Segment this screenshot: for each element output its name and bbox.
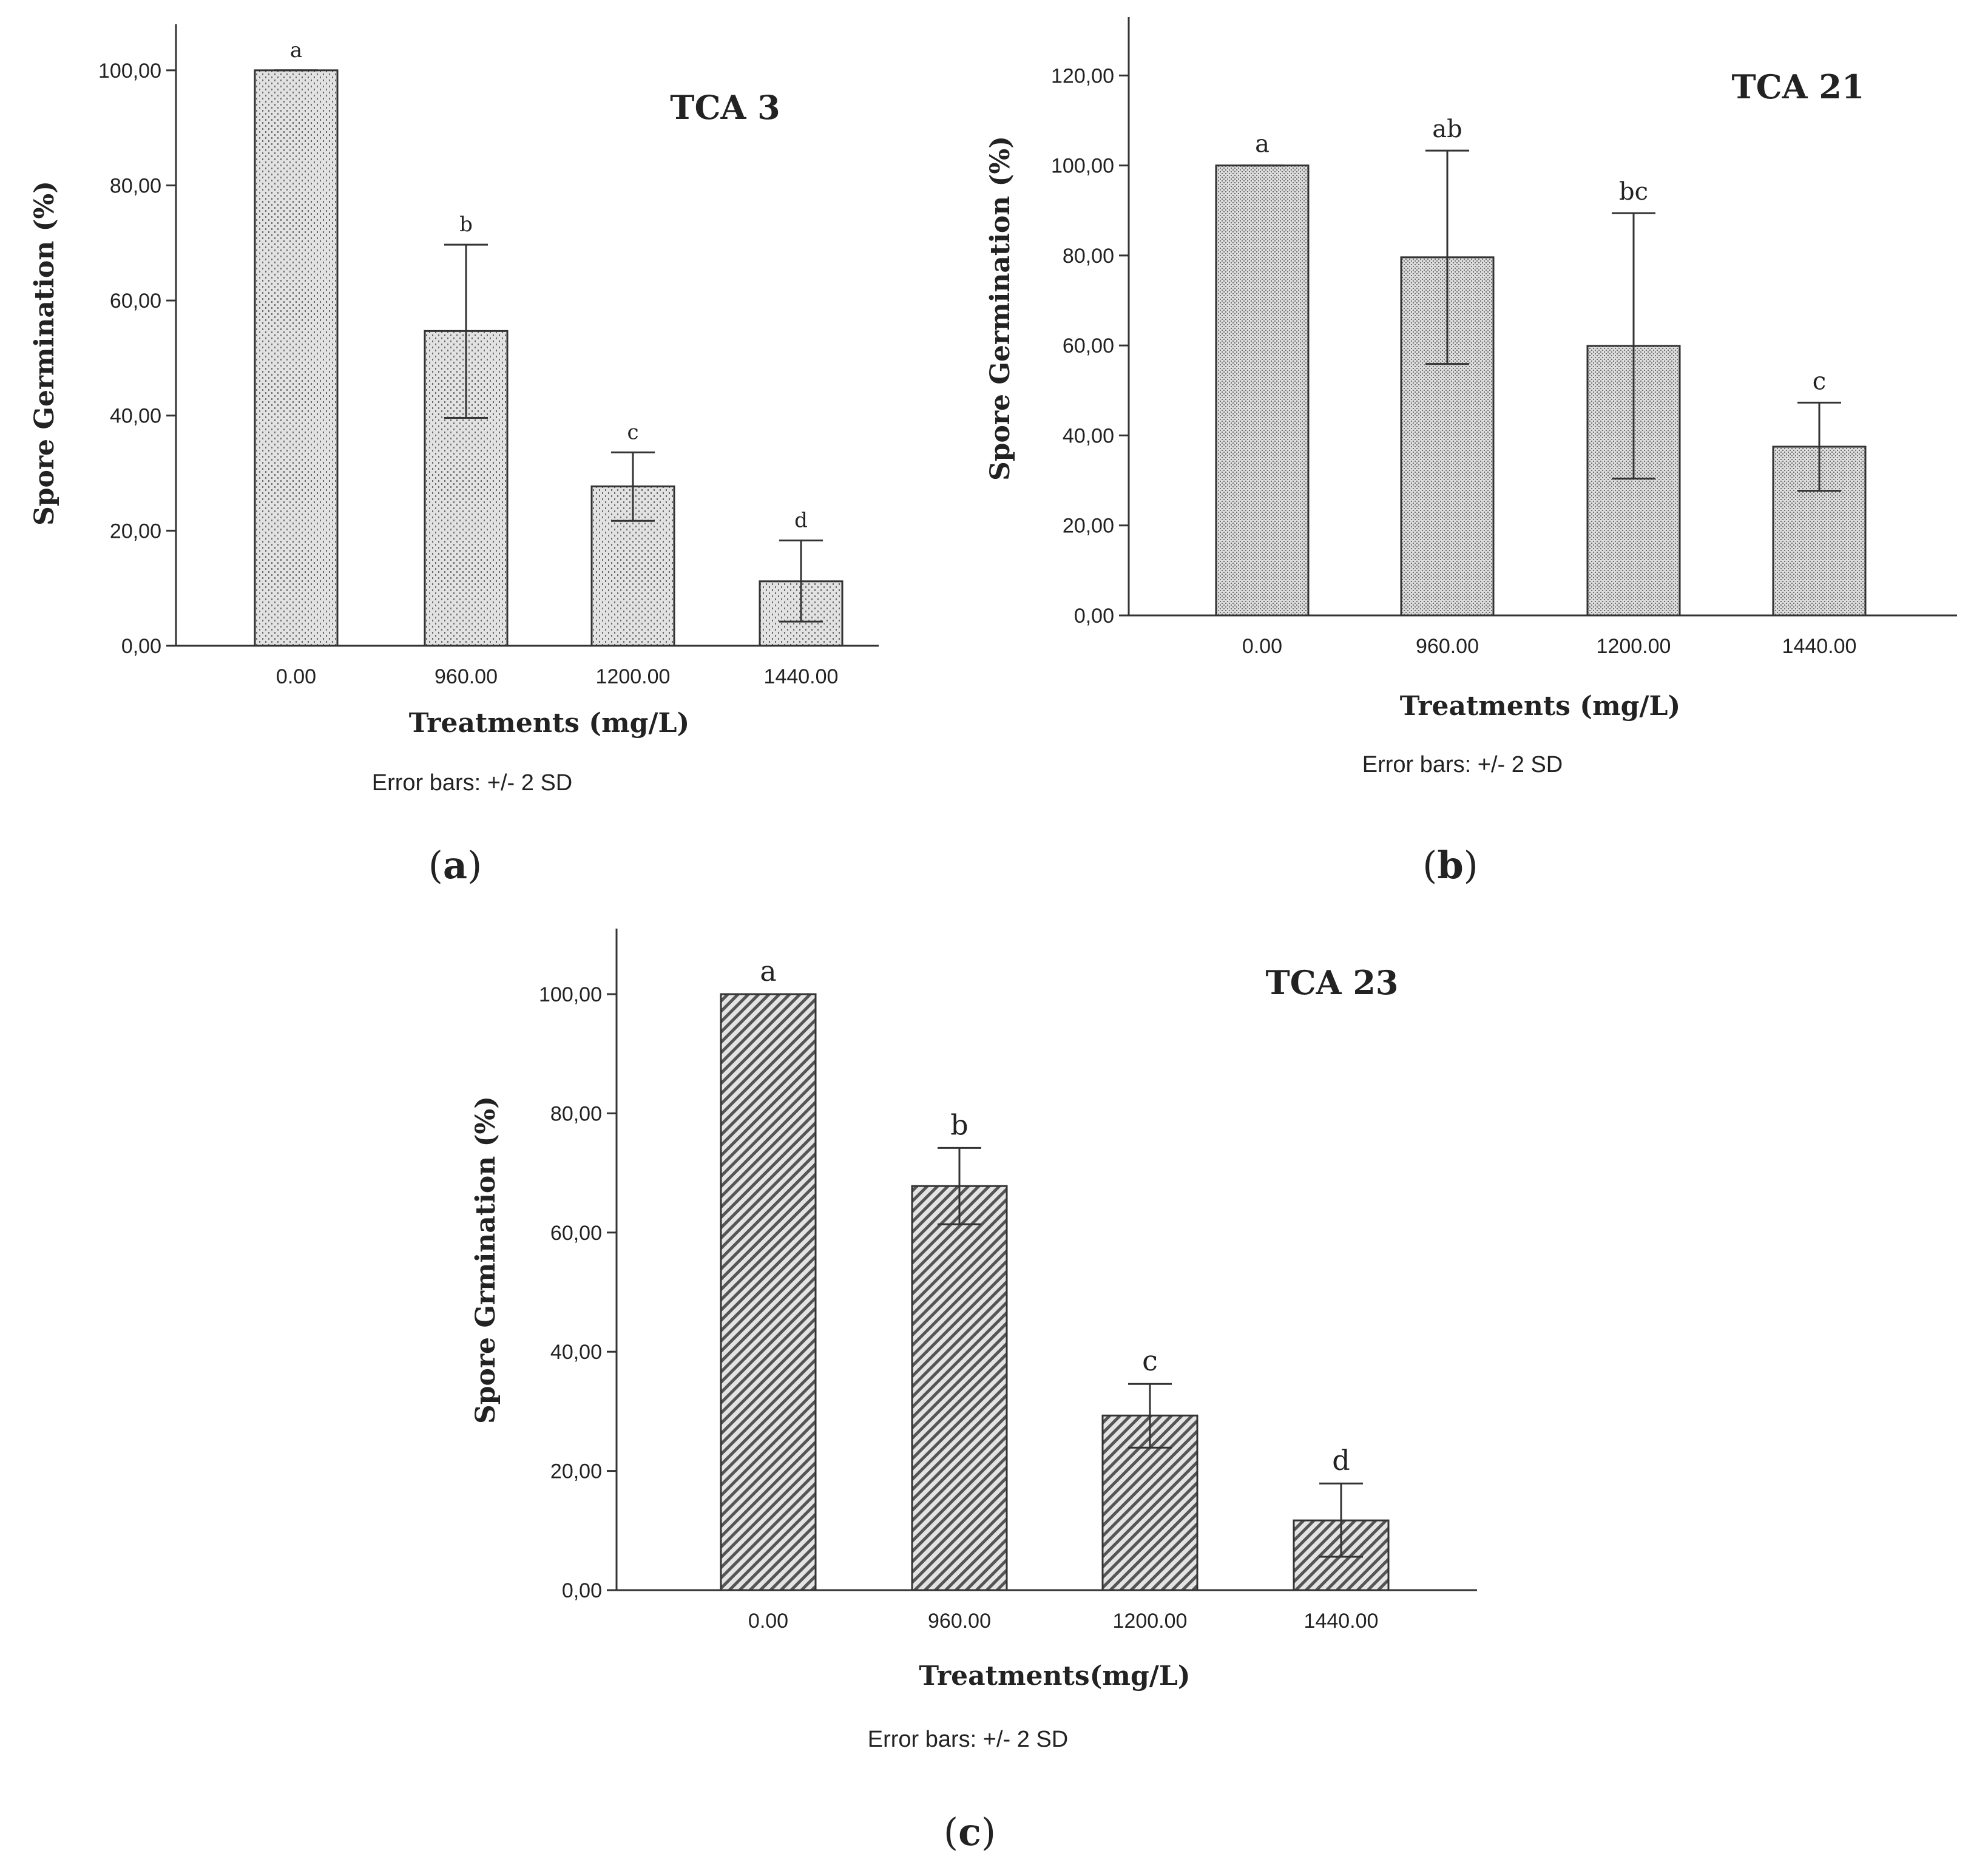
significance-letter: a [1255, 130, 1269, 158]
x-tick-label: 960.00 [928, 1610, 991, 1633]
chart-panel-a: TCA 3 Spore Germination (%) Treatments (… [29, 24, 879, 887]
significance-letter: d [794, 508, 808, 532]
y-tick-label: 40,00 [550, 1341, 602, 1364]
y-tick-label: 40,00 [110, 405, 161, 428]
y-tick-label: 20,00 [1063, 515, 1114, 538]
x-tick-label: 0.00 [276, 665, 316, 688]
x-tick-label: 0.00 [748, 1610, 788, 1633]
y-axis-label: Spore Germination (%) [985, 136, 1016, 481]
y-tick-label: 60,00 [550, 1222, 602, 1245]
x-tick-label: 1200.00 [596, 665, 671, 688]
chart-title: TCA 21 [1731, 67, 1864, 106]
significance-letter: b [950, 1108, 968, 1141]
y-tick-label: 100,00 [539, 983, 602, 1006]
significance-letter: c [627, 420, 638, 444]
x-tick-label: 1440.00 [1782, 635, 1857, 658]
x-axis-label: Treatments (mg/L) [1400, 691, 1680, 722]
error-bars-note: Error bars: +/- 2 SD [1362, 752, 1563, 777]
x-tick-label: 1440.00 [1304, 1610, 1379, 1633]
panel-letter: b [1437, 843, 1463, 887]
significance-letter: a [290, 38, 302, 63]
significance-letter: c [1142, 1344, 1158, 1377]
error-bars-note: Error bars: +/- 2 SD [868, 1727, 1068, 1752]
chart-title: TCA 3 [670, 88, 780, 127]
y-tick-label: 20,00 [110, 520, 161, 543]
significance-letter: ab [1432, 115, 1462, 143]
panel-letter: a [443, 843, 467, 887]
significance-letter: c [1813, 367, 1826, 395]
chart-panel-b: TCA 21 Spore Germination (%) Treatments … [985, 17, 1957, 887]
significance-letter: a [760, 955, 776, 987]
x-tick-label: 960.00 [434, 665, 498, 688]
x-tick-label: 0.00 [1242, 635, 1282, 658]
y-tick-label: 80,00 [550, 1102, 602, 1125]
y-tick-label: 80,00 [110, 174, 161, 197]
chart-panel-c: TCA 23 Spore Grmination (%) Treatments(m… [470, 929, 1477, 1854]
chart-title: TCA 23 [1265, 963, 1398, 1002]
y-axis-label: Spore Germination (%) [29, 181, 60, 526]
x-tick-label: 1200.00 [1597, 635, 1671, 658]
x-axis-label: Treatments(mg/L) [919, 1661, 1190, 1691]
y-tick-label: 60,00 [110, 290, 161, 313]
x-axis-label: Treatments (mg/L) [409, 708, 689, 739]
significance-letter: d [1332, 1444, 1350, 1477]
panel-label: (b) [1422, 843, 1478, 887]
y-tick-label: 100,00 [98, 59, 161, 83]
y-axis-label: Spore Grmination (%) [470, 1096, 501, 1424]
bar [590, 485, 675, 647]
y-tick-label: 100,00 [1051, 155, 1114, 178]
x-tick-label: 960.00 [1416, 635, 1479, 658]
bar [911, 1185, 1008, 1591]
y-tick-label: 0,00 [562, 1579, 602, 1602]
y-tick-label: 40,00 [1063, 424, 1114, 447]
bar [720, 993, 817, 1591]
panel-label: (c) [944, 1810, 996, 1854]
y-tick-label: 20,00 [550, 1460, 602, 1483]
x-tick-label: 1200.00 [1113, 1610, 1188, 1633]
x-tick-label: 1440.00 [764, 665, 839, 688]
panel-letter: c [958, 1810, 981, 1854]
error-bars-note: Error bars: +/- 2 SD [372, 770, 572, 796]
y-tick-label: 0,00 [121, 635, 161, 658]
y-tick-label: 60,00 [1063, 334, 1114, 357]
bar [254, 69, 339, 647]
y-tick-label: 120,00 [1051, 64, 1114, 87]
y-tick-label: 0,00 [1074, 604, 1114, 628]
significance-letter: b [459, 212, 473, 237]
y-tick-label: 80,00 [1063, 245, 1114, 268]
bar [1215, 164, 1310, 617]
significance-letter: bc [1619, 178, 1648, 206]
panel-label: (a) [428, 843, 482, 887]
